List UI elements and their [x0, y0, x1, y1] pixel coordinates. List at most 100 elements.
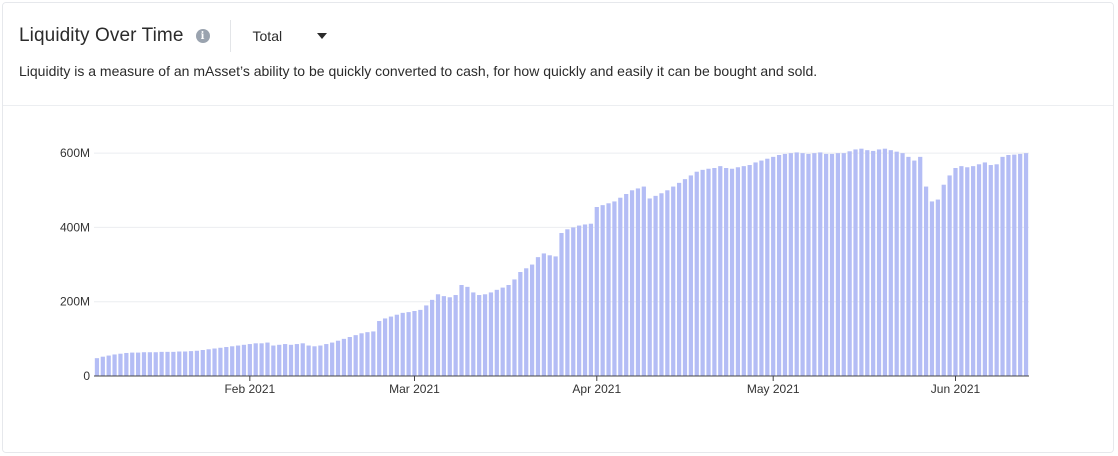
- bar[interactable]: [382, 318, 388, 376]
- bar[interactable]: [812, 153, 817, 376]
- bar[interactable]: [141, 352, 147, 376]
- bar[interactable]: [806, 153, 811, 376]
- bar[interactable]: [188, 351, 194, 376]
- bar[interactable]: [988, 165, 993, 376]
- bar[interactable]: [771, 156, 776, 376]
- bar[interactable]: [371, 331, 376, 376]
- bar[interactable]: [347, 337, 352, 376]
- bar[interactable]: [300, 343, 305, 376]
- bar[interactable]: [624, 194, 629, 376]
- bar[interactable]: [682, 179, 688, 376]
- bar[interactable]: [524, 268, 529, 376]
- bar[interactable]: [982, 162, 988, 376]
- bar[interactable]: [606, 203, 611, 376]
- bar[interactable]: [700, 169, 705, 376]
- bar[interactable]: [894, 151, 899, 376]
- liquidity-type-select[interactable]: Total: [253, 28, 327, 44]
- bar[interactable]: [224, 347, 229, 376]
- bar[interactable]: [741, 166, 746, 376]
- bar[interactable]: [277, 344, 282, 376]
- bar[interactable]: [835, 153, 840, 376]
- bar[interactable]: [112, 354, 117, 376]
- bar[interactable]: [259, 343, 264, 376]
- bar[interactable]: [841, 153, 846, 376]
- bar[interactable]: [735, 167, 741, 376]
- bar[interactable]: [435, 294, 441, 376]
- bar[interactable]: [506, 285, 511, 376]
- bar[interactable]: [459, 285, 464, 376]
- bar[interactable]: [659, 193, 664, 376]
- bar[interactable]: [765, 158, 770, 376]
- bar[interactable]: [124, 352, 129, 376]
- bar[interactable]: [906, 156, 911, 376]
- bar[interactable]: [865, 150, 870, 376]
- bar[interactable]: [283, 344, 288, 376]
- bar[interactable]: [335, 340, 341, 376]
- bar[interactable]: [512, 279, 517, 376]
- bar[interactable]: [241, 344, 247, 376]
- bar[interactable]: [177, 351, 182, 376]
- bar[interactable]: [171, 351, 176, 376]
- bar[interactable]: [312, 346, 317, 376]
- bar[interactable]: [500, 287, 505, 376]
- bar[interactable]: [876, 149, 882, 376]
- bar[interactable]: [406, 312, 411, 376]
- bar[interactable]: [424, 305, 429, 376]
- bar[interactable]: [953, 168, 958, 376]
- bar[interactable]: [694, 171, 699, 376]
- bar[interactable]: [918, 156, 923, 376]
- bar[interactable]: [412, 311, 417, 376]
- bar[interactable]: [265, 342, 270, 376]
- bar[interactable]: [635, 188, 641, 376]
- bar[interactable]: [271, 345, 276, 376]
- bar[interactable]: [482, 294, 488, 376]
- bar[interactable]: [394, 314, 399, 376]
- bar[interactable]: [518, 272, 523, 376]
- bar[interactable]: [688, 175, 693, 376]
- bar[interactable]: [341, 338, 347, 376]
- bar[interactable]: [582, 224, 588, 376]
- bar[interactable]: [859, 148, 864, 376]
- bar[interactable]: [418, 309, 423, 376]
- bar[interactable]: [100, 356, 105, 376]
- bar[interactable]: [976, 164, 982, 376]
- bar[interactable]: [377, 321, 382, 376]
- bar[interactable]: [118, 353, 123, 376]
- bar[interactable]: [230, 346, 235, 376]
- bar[interactable]: [671, 186, 676, 376]
- bar[interactable]: [400, 312, 405, 376]
- bar[interactable]: [612, 201, 617, 376]
- bar[interactable]: [130, 352, 135, 376]
- bar[interactable]: [106, 355, 111, 376]
- bar[interactable]: [206, 349, 211, 376]
- bar[interactable]: [641, 186, 646, 376]
- bar[interactable]: [388, 316, 394, 376]
- bar[interactable]: [94, 358, 100, 376]
- bar[interactable]: [665, 190, 670, 376]
- bar[interactable]: [994, 164, 999, 376]
- bar[interactable]: [453, 295, 458, 376]
- bar[interactable]: [871, 150, 876, 376]
- bar[interactable]: [494, 289, 499, 376]
- bar[interactable]: [306, 345, 311, 376]
- bar[interactable]: [759, 160, 764, 376]
- bar[interactable]: [559, 233, 564, 376]
- bar[interactable]: [135, 352, 141, 376]
- bar[interactable]: [829, 153, 835, 376]
- bar[interactable]: [712, 168, 717, 376]
- bar[interactable]: [477, 295, 482, 376]
- bar[interactable]: [330, 342, 335, 376]
- bar[interactable]: [818, 152, 823, 376]
- bar[interactable]: [782, 153, 788, 376]
- bar[interactable]: [1018, 153, 1023, 376]
- bar[interactable]: [359, 333, 364, 376]
- bar[interactable]: [653, 195, 658, 376]
- bar[interactable]: [935, 199, 940, 376]
- bar[interactable]: [318, 345, 323, 376]
- bar[interactable]: [747, 165, 752, 376]
- bar[interactable]: [882, 148, 888, 376]
- bar[interactable]: [1023, 153, 1029, 376]
- bar[interactable]: [959, 166, 964, 376]
- bar[interactable]: [324, 344, 329, 376]
- bar[interactable]: [676, 182, 682, 376]
